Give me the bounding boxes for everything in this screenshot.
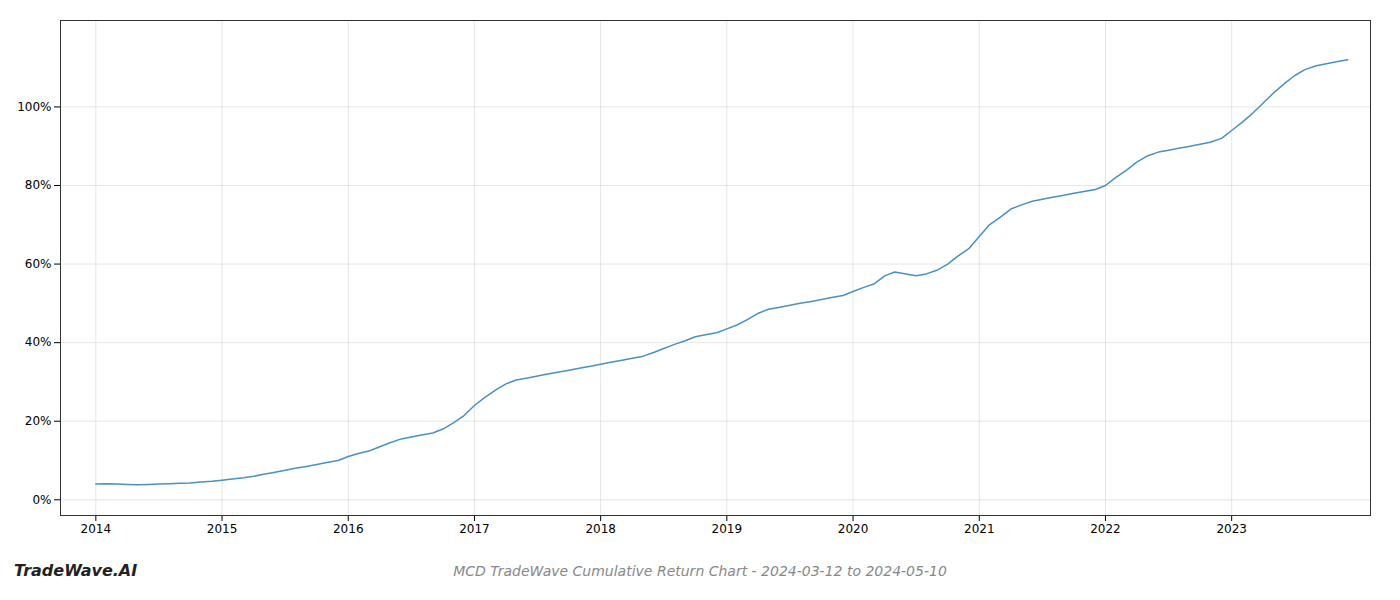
svg-text:2021: 2021: [964, 522, 995, 536]
html-text:MCD TradeWave Cumulative Retur: MCD TradeWave Cumulative Return Chart - …: [453, 563, 947, 579]
svg-text:2016: 2016: [333, 522, 364, 536]
svg-text:100%: 100%: [17, 100, 51, 114]
svg-text:2015: 2015: [207, 522, 238, 536]
svg-text:2018: 2018: [585, 522, 616, 536]
svg-text:80%: 80%: [25, 178, 52, 192]
svg-text:20%: 20%: [25, 414, 52, 428]
svg-text:2022: 2022: [1090, 522, 1121, 536]
svg-text:2023: 2023: [1216, 522, 1247, 536]
html-text:TradeWave.AI: TradeWave.AI: [14, 561, 138, 580]
svg-text:2019: 2019: [712, 522, 743, 536]
svg-text:0%: 0%: [32, 493, 51, 507]
svg-text:40%: 40%: [25, 335, 52, 349]
svg-text:2017: 2017: [459, 522, 490, 536]
svg-text:2014: 2014: [81, 522, 112, 536]
svg-text:2020: 2020: [838, 522, 869, 536]
svg-text:60%: 60%: [25, 257, 52, 271]
